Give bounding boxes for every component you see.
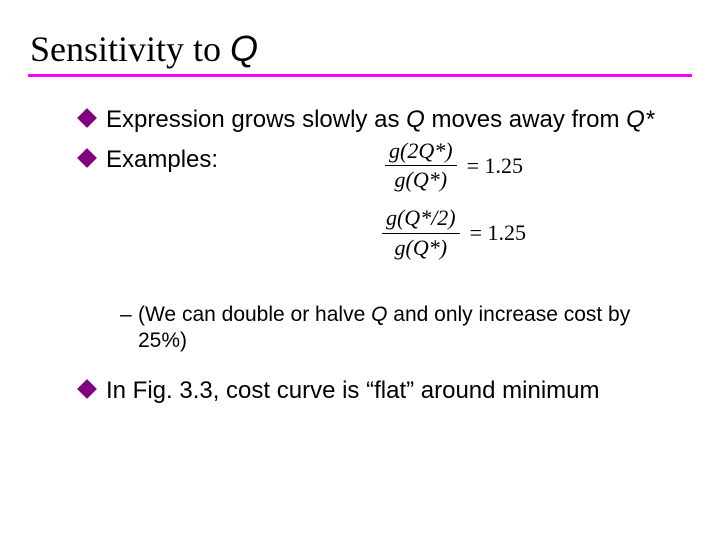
diamond-icon [77,108,97,128]
bullet-text: moves away from [425,106,626,133]
fraction-bar [382,233,460,234]
fraction-numerator: g(2Q*) [385,139,457,163]
inline-q: Q [406,106,425,133]
fraction-value: = 1.25 [470,219,526,247]
title-underline [28,74,692,77]
fractions-block: g(2Q*) g(Q*) = 1.25 g(Q*/2) g(Q*) = 1.25 [248,139,660,274]
slide-title: Sensitivity to Q [30,28,720,70]
fraction-value: = 1.25 [467,152,523,180]
title-text: Sensitivity to [30,29,230,69]
dash-icon: – [120,302,132,328]
fraction-denominator: g(Q*) [391,236,452,260]
bullet-examples: Examples: g(2Q*) g(Q*) = 1.25 g(Q*/2) g(… [80,145,660,274]
diamond-icon [77,379,97,399]
fraction-numerator: g(Q*/2) [382,206,460,230]
sub-bullet: – (We can double or halve Q and only inc… [120,302,660,355]
inline-q: Q [371,303,387,326]
bullet-text: Expression grows slowly as [106,106,406,133]
title-q: Q [230,28,258,69]
fraction-1: g(2Q*) g(Q*) = 1.25 [385,139,523,192]
inline-qstar: Q* [626,106,654,133]
fraction-bar [385,165,457,166]
diamond-icon [77,148,97,168]
fraction-denominator: g(Q*) [391,168,452,192]
fraction-2: g(Q*/2) g(Q*) = 1.25 [382,206,526,259]
fraction: g(2Q*) g(Q*) [385,139,457,192]
slide-body: Expression grows slowly as Q moves away … [80,105,660,406]
sub-text: (We can double or halve [138,303,371,326]
bullet-text: In Fig. 3.3, cost curve is “flat” around… [106,377,600,404]
bullet-expression: Expression grows slowly as Q moves away … [80,105,660,135]
slide: Sensitivity to Q Expression grows slowly… [0,0,720,540]
fraction: g(Q*/2) g(Q*) [382,206,460,259]
bullet-fig: In Fig. 3.3, cost curve is “flat” around… [80,376,660,406]
examples-label: Examples: [106,145,248,175]
